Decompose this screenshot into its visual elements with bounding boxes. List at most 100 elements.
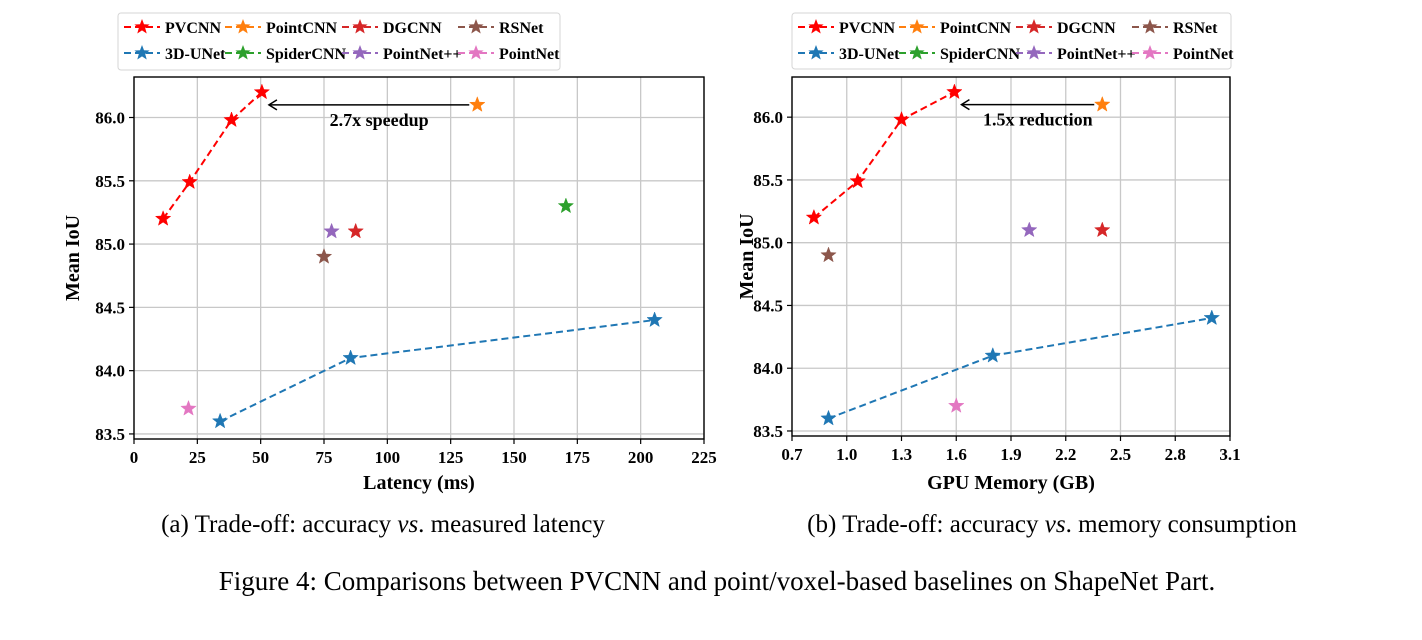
- legend-label: DGCNN: [383, 20, 442, 37]
- data-point-pointnet: [947, 397, 965, 413]
- legend-item-pointcnn: PointCNN: [225, 19, 338, 37]
- legend-item-spidercnn: SpiderCNN: [899, 45, 1020, 63]
- data-point-rsnet: [315, 247, 333, 264]
- data-point-pvcnn: [154, 210, 172, 226]
- legend-label: PointCNN: [940, 20, 1012, 37]
- legend-item-dgcnn: DGCNN: [1016, 19, 1116, 37]
- legend-label: PointNet: [499, 46, 560, 63]
- x-tick-label: 2.2: [1055, 445, 1076, 464]
- star-icon: [134, 19, 150, 34]
- plot-frame: [133, 76, 705, 440]
- legend-item-pointnet: PointNet: [458, 45, 560, 63]
- subcaption-a-vs: vs: [397, 511, 419, 538]
- star-icon: [235, 19, 251, 34]
- x-axis-label: GPU Memory (GB): [927, 472, 1095, 494]
- data-point-rsnet: [820, 246, 837, 263]
- star-icon: [909, 45, 925, 60]
- subcaption-a-suffix: . measured latency: [418, 511, 605, 538]
- data-point-pointcnn: [469, 96, 486, 112]
- x-tick-label: 175: [565, 448, 591, 467]
- x-tick-label: 0: [130, 448, 139, 467]
- subcaption-b-suffix: . memory consumption: [1065, 511, 1297, 538]
- star-icon: [235, 45, 251, 60]
- y-tick-label: 84.5: [753, 296, 783, 315]
- x-tick-label: 1.6: [946, 445, 967, 464]
- series-line-pvcnn: [162, 91, 263, 220]
- subcaption-b: (b) Trade-off: accuracy vs. memory consu…: [807, 511, 1297, 539]
- x-tick-label: 25: [189, 448, 206, 467]
- star-icon: [1026, 45, 1042, 60]
- data-point-3d-unet: [646, 311, 663, 328]
- legend-label: PVCNN: [165, 20, 221, 37]
- x-tick-label: 150: [501, 448, 527, 467]
- legend-label: SpiderCNN: [940, 46, 1020, 63]
- legend: PVCNN 3D-UNet PointCNN SpiderCNN DGCNN PointN…: [117, 12, 561, 71]
- x-tick-label: 225: [691, 448, 717, 467]
- legend-label: RSNet: [499, 20, 544, 37]
- data-point-3d-unet: [1203, 309, 1221, 326]
- x-tick-label: 3.1: [1219, 445, 1240, 464]
- data-point-pvcnn: [181, 173, 198, 190]
- x-axis-label: Latency (ms): [363, 472, 475, 494]
- data-point-pvcnn: [946, 83, 963, 100]
- data-point-dgcnn: [347, 222, 364, 239]
- star-icon: [468, 19, 484, 34]
- data-point-pvcnn: [253, 83, 271, 100]
- x-tick-label: 1.9: [1000, 445, 1021, 464]
- legend: PVCNN 3D-UNet PointCNN SpiderCNN DGCNN PointN…: [791, 12, 1234, 70]
- legend-label: 3D-UNet: [165, 46, 226, 63]
- star-icon: [468, 45, 484, 60]
- x-tick-label: 0.7: [781, 445, 803, 464]
- star-icon: [1142, 19, 1158, 34]
- legend-item-pointnet: PointNet: [1132, 45, 1234, 63]
- legend-item-dgcnn: DGCNN: [342, 19, 442, 37]
- data-point-3d-unet: [211, 412, 229, 429]
- legend-item-spidercnn: SpiderCNN: [225, 45, 346, 63]
- data-point-pointcnn: [1093, 95, 1111, 112]
- star-icon: [134, 45, 150, 60]
- figure-caption: Figure 4: Comparisons between PVCNN and …: [218, 566, 1216, 596]
- x-tick-label: 2.5: [1110, 445, 1131, 464]
- y-tick-label: 85.5: [753, 171, 783, 190]
- subcaption-a: (a) Trade-off: accuracy vs. measured lat…: [161, 511, 605, 539]
- y-tick-label: 84.0: [753, 359, 783, 378]
- x-tick-label: 200: [628, 448, 654, 467]
- data-point-pvcnn: [805, 208, 823, 225]
- y-tick-label: 83.5: [753, 422, 783, 441]
- legend-label: PointCNN: [266, 20, 338, 37]
- chart-b: 0.7 1.0 1.3 1.6 1.9 2.2 2.5 2.8 3.1 83.5 84.0 84.5 8…: [736, 12, 1241, 494]
- series-line-3d-unet: [828, 317, 1212, 420]
- star-icon: [352, 45, 368, 60]
- data-point-pvcnn: [223, 111, 240, 128]
- legend-item-pvcnn: PVCNN: [798, 19, 895, 37]
- data-point-pointnet: [180, 399, 197, 416]
- data-point-pvcnn: [849, 172, 866, 189]
- x-tick-label: 100: [375, 448, 401, 467]
- data-point-pvcnn: [893, 110, 910, 127]
- star-icon: [352, 19, 368, 34]
- subcaption-b-prefix: (b) Trade-off: accuracy: [807, 511, 1045, 538]
- legend-item-rsnet: RSNet: [458, 19, 544, 37]
- legend-item-pvcnn: PVCNN: [124, 19, 221, 37]
- x-tick-label: 1.3: [891, 445, 912, 464]
- y-tick-label: 84.0: [95, 362, 125, 381]
- legend-item-pointcnn: PointCNN: [899, 19, 1012, 37]
- legend-label: PointNet++: [383, 46, 462, 63]
- subcaption-b-vs: vs: [1044, 511, 1066, 538]
- legend-item-3d-unet: 3D-UNet: [124, 45, 226, 63]
- y-axis-label: Mean IoU: [736, 213, 758, 299]
- x-tick-label: 75: [316, 448, 333, 467]
- annotation-label: 1.5x reduction: [983, 110, 1093, 130]
- legend-item-pointnet++: PointNet++: [1016, 45, 1136, 63]
- arrow-head-icon: [267, 99, 278, 111]
- data-point-pointnet++: [1020, 221, 1038, 238]
- x-tick-label: 1.0: [836, 445, 857, 464]
- y-tick-label: 84.5: [95, 298, 125, 317]
- arrow-head-icon: [960, 98, 970, 111]
- star-icon: [1026, 19, 1042, 34]
- plot-frame: [791, 76, 1231, 437]
- subcaption-a-prefix: (a) Trade-off: accuracy: [161, 511, 398, 538]
- legend-label: PointNet++: [1057, 46, 1136, 63]
- data-point-3d-unet: [984, 346, 1002, 363]
